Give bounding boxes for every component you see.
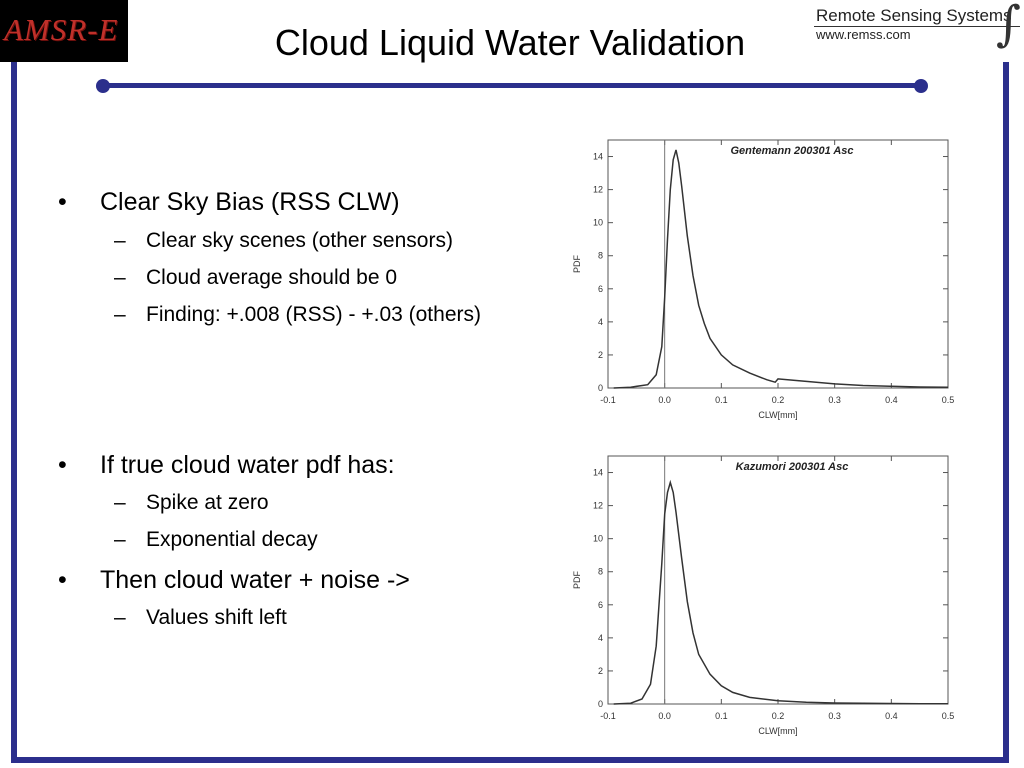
rss-divider [814, 26, 1020, 27]
pdf-series-line [613, 149, 949, 389]
x-tick-label: 0.3 [828, 711, 841, 721]
x-tick-label: 0.2 [772, 395, 785, 405]
gentemann-pdf-chart: 0 2 4 6 8 10 12 14 -0.1 0.0 0.1 0.2 0.3 0.4 0.5 Gentema… [560, 132, 960, 427]
pdf-series-line [613, 479, 948, 705]
y-axis-label: PDF [572, 254, 582, 273]
y-axis-label: PDF [572, 570, 582, 589]
sub-bullet-item: – Finding: +.008 (RSS) - +.03 (others) [114, 303, 481, 326]
plot-frame [607, 139, 949, 389]
y-tick-label: 14 [593, 152, 603, 162]
logo-text: AMSR-E [4, 12, 119, 47]
title-divider-right-dot [914, 79, 928, 93]
chart-title: Gentemann 200301 Asc [730, 145, 853, 157]
y-tick-label: 4 [598, 633, 603, 643]
bullet-item: • Clear Sky Bias (RSS CLW) [58, 188, 400, 216]
x-tick-label: 0.4 [885, 395, 898, 405]
x-axis-label: CLW[mm] [758, 726, 797, 736]
rss-name: Remote Sensing Systems [816, 6, 1012, 25]
kazumori-pdf-chart: 0 2 4 6 8 10 12 14 -0.1 0.0 0.1 0.2 0.3 0.4 0.5 Kazumor… [560, 448, 960, 743]
x-tick-label: 0.1 [715, 395, 728, 405]
slide-frame-left [11, 62, 17, 760]
y-tick-label: 10 [593, 534, 603, 544]
title-divider-left-dot [96, 79, 110, 93]
y-tick-label: 2 [598, 666, 603, 676]
x-tick-label: 0.1 [715, 711, 728, 721]
title-divider [102, 83, 922, 88]
x-tick-label: -0.1 [600, 395, 616, 405]
sub-bullet-item: – Exponential decay [114, 528, 318, 551]
x-tick-label: 0.3 [828, 395, 841, 405]
rss-logo-icon: ∫ [996, 0, 1022, 52]
y-tick-label: 0 [598, 699, 603, 709]
x-tick-label: 0.4 [885, 711, 898, 721]
plot-frame [607, 455, 949, 705]
y-tick-label: 4 [598, 317, 603, 327]
page-title: Cloud Liquid Water Validation [274, 22, 746, 63]
x-tick-label: 0.0 [658, 395, 671, 405]
x-tick-label: 0.0 [658, 711, 671, 721]
x-tick-label: 0.5 [942, 711, 955, 721]
slide-frame-bottom [11, 757, 1009, 763]
x-axis-label: CLW[mm] [758, 410, 797, 420]
y-tick-label: 6 [598, 600, 603, 610]
y-tick-label: 8 [598, 251, 603, 261]
slide-frame-right [1003, 62, 1009, 760]
y-tick-label: 12 [593, 501, 603, 511]
bullet-item: • Then cloud water + noise -> [58, 566, 410, 594]
y-tick-label: 6 [598, 284, 603, 294]
rss-url: www.remss.com [816, 27, 911, 42]
x-tick-label: 0.2 [772, 711, 785, 721]
y-tick-label: 0 [598, 383, 603, 393]
sub-bullet-item: – Cloud average should be 0 [114, 266, 398, 289]
chart-title: Kazumori 200301 Asc [736, 461, 849, 473]
y-tick-label: 2 [598, 350, 603, 360]
bullet-item: • If true cloud water pdf has: [58, 451, 395, 479]
sub-bullet-item: – Spike at zero [114, 491, 269, 514]
x-tick-label: 0.5 [942, 395, 955, 405]
amsr-e-logo: AMSR-E [0, 0, 128, 62]
y-tick-label: 14 [593, 468, 603, 478]
y-tick-label: 10 [593, 218, 603, 228]
x-tick-label: -0.1 [600, 711, 616, 721]
y-tick-label: 8 [598, 567, 603, 577]
sub-bullet-item: – Values shift left [114, 606, 287, 629]
sub-bullet-item: – Clear sky scenes (other sensors) [114, 229, 453, 252]
y-tick-label: 12 [593, 185, 603, 195]
